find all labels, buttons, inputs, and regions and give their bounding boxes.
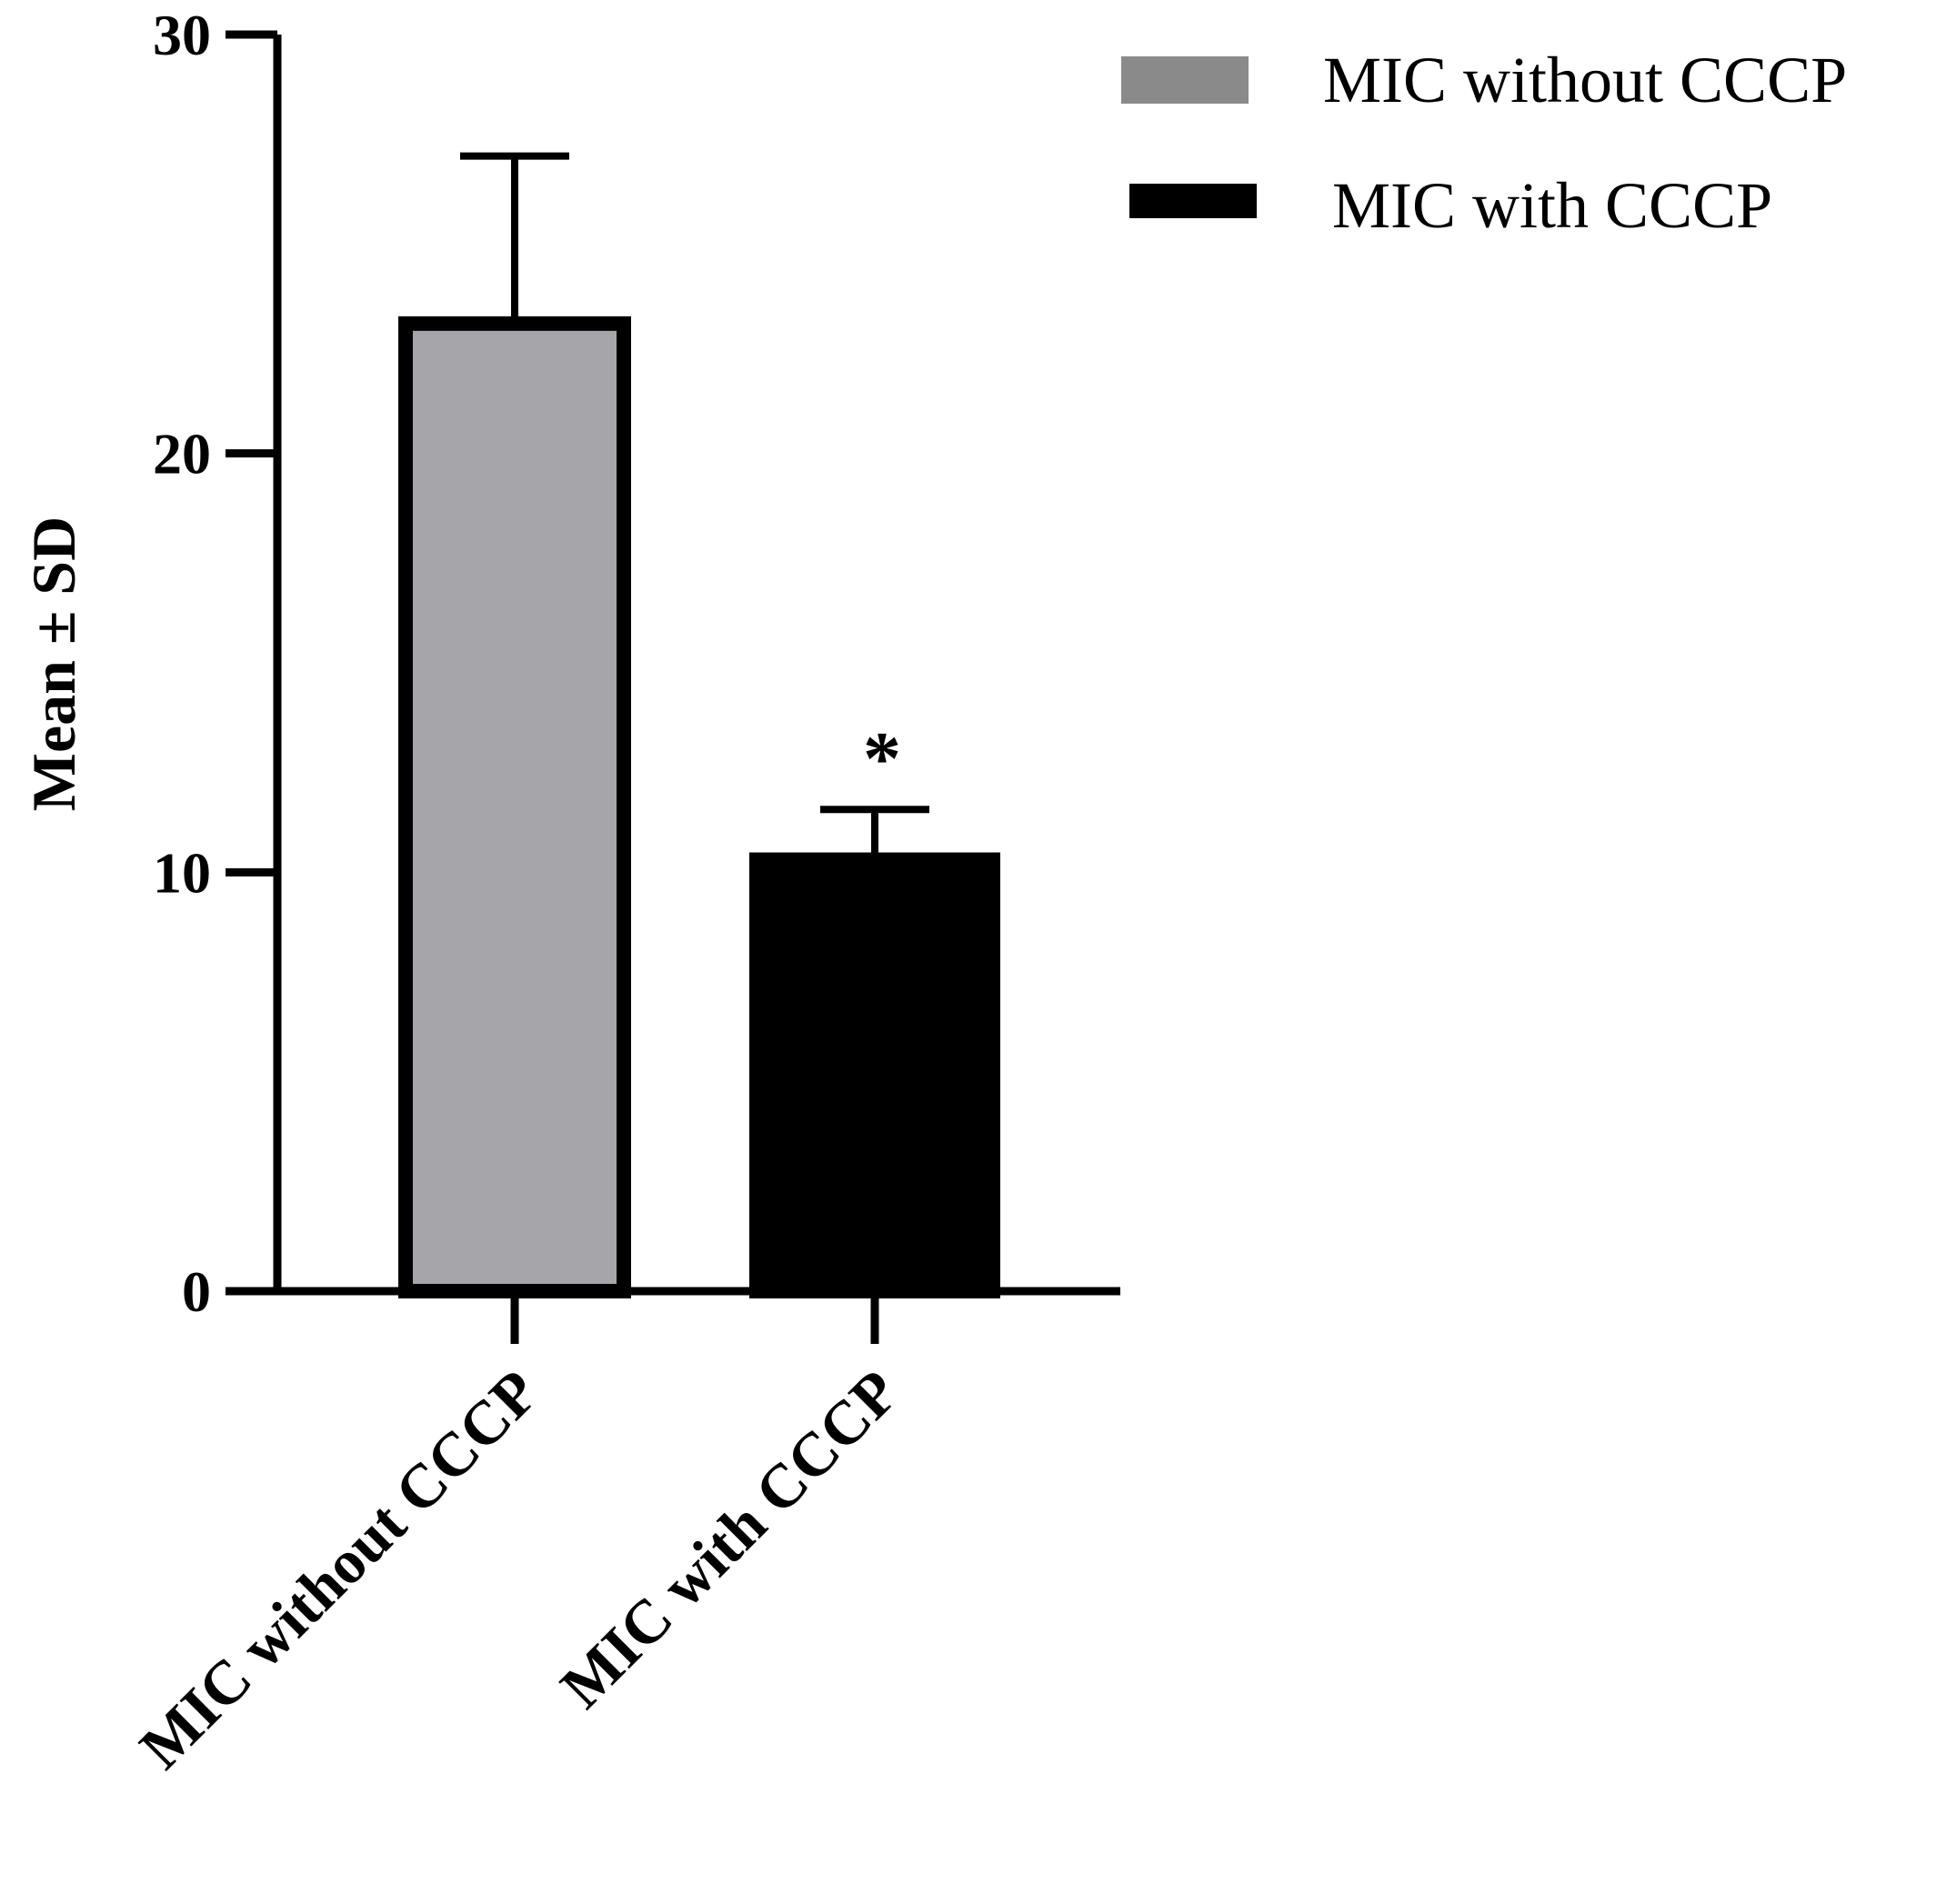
y-tick-label: 20 <box>153 422 211 486</box>
bar <box>398 316 631 1298</box>
bar <box>749 852 1000 1298</box>
bars: * <box>398 152 1000 1298</box>
y-axis-label: Mean ± SD <box>19 516 88 811</box>
significance-marker: * <box>863 717 901 801</box>
y-tick-label: 30 <box>153 3 211 67</box>
legend-label: MIC with CCCP <box>1332 169 1772 242</box>
y-ticks: 0 10 20 30 <box>153 3 277 1324</box>
y-tick-label: 0 <box>182 1259 211 1324</box>
legend-swatch-with-cccp <box>1129 184 1257 218</box>
legend-label: MIC without CCCP <box>1323 44 1847 116</box>
x-category-label: MIC without CCCP <box>126 1357 552 1782</box>
x-category-label: MIC with CCCP <box>547 1357 912 1721</box>
legend: MIC without CCCP MIC with CCCP <box>1121 44 1847 242</box>
legend-swatch-without-cccp <box>1121 56 1249 104</box>
y-tick-label: 10 <box>153 840 211 905</box>
legend-item: MIC with CCCP <box>1129 169 1772 242</box>
legend-item: MIC without CCCP <box>1121 44 1847 116</box>
